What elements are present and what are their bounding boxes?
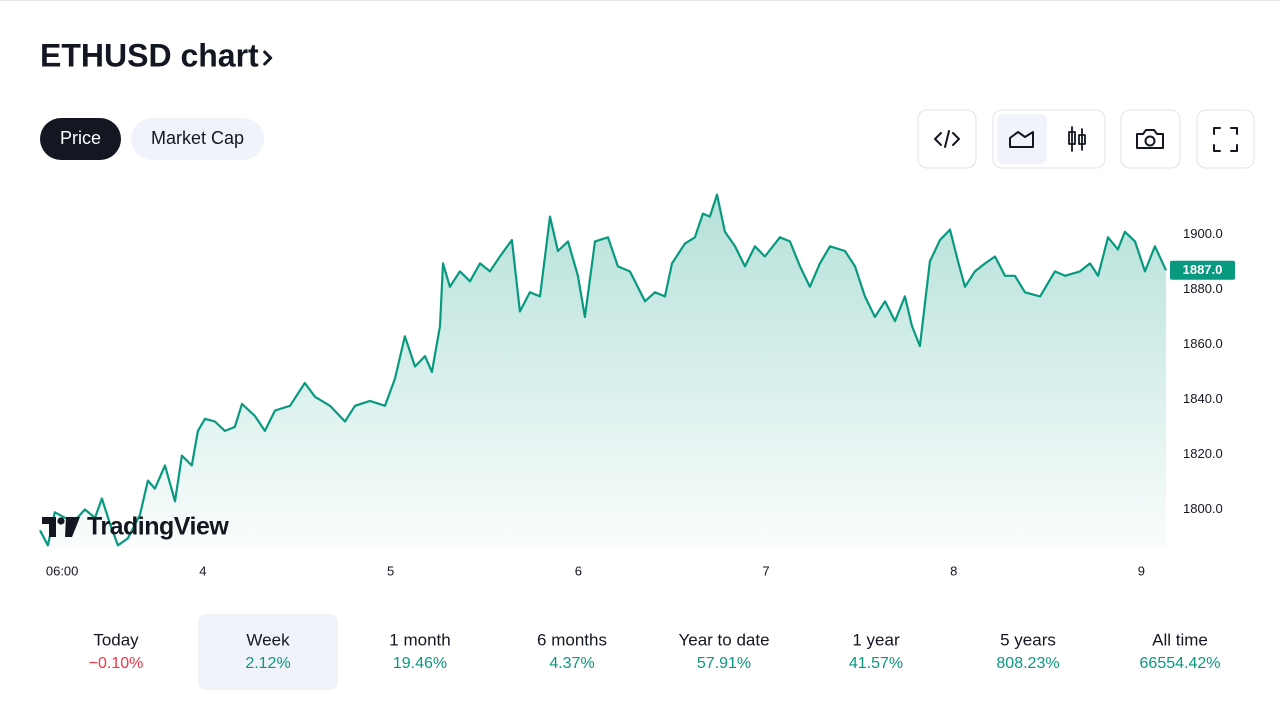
period-change[interactable]: 19.46% bbox=[393, 655, 447, 672]
snapshot-button[interactable] bbox=[1120, 109, 1181, 169]
area-style-button[interactable] bbox=[997, 114, 1047, 164]
period-item[interactable]: 6 months 4.37% bbox=[537, 630, 607, 672]
period-label[interactable]: 6 months bbox=[537, 630, 607, 649]
period-change[interactable]: 4.37% bbox=[549, 655, 594, 672]
x-tick-label: 4 bbox=[199, 563, 206, 578]
tab-label: Market Cap bbox=[151, 128, 244, 148]
fullscreen-icon bbox=[1213, 127, 1238, 152]
y-tick-label: 1820.0 bbox=[1183, 446, 1223, 461]
last-price-label: 1887.0 bbox=[1183, 262, 1223, 277]
logo-text: TradingView bbox=[87, 513, 229, 541]
period-label[interactable]: Week bbox=[246, 630, 290, 649]
y-tick-label: 1900.0 bbox=[1183, 226, 1223, 241]
period-change[interactable]: 808.23% bbox=[996, 655, 1059, 672]
period-label[interactable]: Year to date bbox=[678, 630, 769, 649]
period-change[interactable]: 57.91% bbox=[697, 655, 751, 672]
period-change[interactable]: 41.57% bbox=[849, 655, 903, 672]
x-tick-label: 9 bbox=[1138, 563, 1145, 578]
camera-lens bbox=[1144, 135, 1156, 147]
period-change[interactable]: 66554.42% bbox=[1140, 655, 1221, 672]
tab: Price bbox=[40, 118, 122, 160]
candle-icon bbox=[1068, 126, 1086, 152]
area-fill bbox=[40, 194, 1166, 548]
period-label[interactable]: Today bbox=[93, 630, 139, 649]
x-tick-label: 7 bbox=[762, 563, 769, 578]
toolbar bbox=[917, 109, 1255, 169]
x-tick-label: 5 bbox=[387, 563, 394, 578]
page-title[interactable]: ETHUSD chart bbox=[40, 37, 259, 73]
logo-mark bbox=[42, 517, 80, 537]
period-label[interactable]: All time bbox=[1152, 630, 1208, 649]
period-label[interactable]: 1 month bbox=[389, 630, 450, 649]
title-chevron[interactable] bbox=[263, 50, 273, 66]
x-tick-label: 6 bbox=[575, 563, 582, 578]
y-tick-label: 1860.0 bbox=[1183, 336, 1223, 351]
tab[interactable] bbox=[131, 118, 265, 160]
period-item[interactable]: 1 month 19.46% bbox=[389, 630, 450, 672]
logo: TradingView bbox=[42, 513, 230, 541]
period-item[interactable]: Year to date 57.91% bbox=[678, 630, 769, 672]
x-tick-label: 06:00 bbox=[46, 563, 79, 578]
period-item[interactable]: 1 year 41.57% bbox=[849, 630, 903, 672]
chart: 1800.0 1820.0 1840.0 1860.0 1880.0 1900.0 06:0… bbox=[39, 193, 1235, 578]
period-item[interactable]: Week 2.12% bbox=[198, 614, 338, 690]
tab-label: Price bbox=[60, 128, 101, 148]
tab-active[interactable] bbox=[40, 118, 122, 160]
candle-style-button[interactable] bbox=[1057, 114, 1099, 164]
last-price-badge bbox=[1170, 260, 1235, 280]
period-strip: Today −0.10% Week 2.12% 1 month 19.46% 6 month… bbox=[89, 614, 1221, 690]
y-tick-label: 1840.0 bbox=[1183, 391, 1223, 406]
y-tick-label: 1880.0 bbox=[1183, 281, 1223, 296]
x-tick-label: 8 bbox=[950, 563, 957, 578]
tabs: Price Market Cap bbox=[40, 118, 265, 160]
period-change[interactable]: −0.10% bbox=[89, 655, 144, 672]
period-item[interactable]: 5 years 808.23% bbox=[996, 630, 1059, 672]
camera-icon bbox=[1136, 129, 1164, 149]
period-change[interactable]: 2.12% bbox=[245, 655, 290, 672]
fullscreen-button[interactable] bbox=[1196, 109, 1255, 169]
period-label[interactable]: 1 year bbox=[852, 630, 900, 649]
price-line bbox=[39, 193, 1167, 547]
tab: Market Cap bbox=[131, 118, 265, 160]
area-icon bbox=[1009, 131, 1034, 148]
period-item[interactable]: All time 66554.42% bbox=[1140, 630, 1221, 672]
period-selected[interactable] bbox=[198, 614, 338, 690]
period-item[interactable]: Today −0.10% bbox=[89, 630, 144, 672]
period-label[interactable]: 5 years bbox=[1000, 630, 1056, 649]
y-tick-label: 1800.0 bbox=[1183, 501, 1223, 516]
logo-dot bbox=[57, 517, 65, 525]
embed-icon bbox=[934, 130, 960, 148]
